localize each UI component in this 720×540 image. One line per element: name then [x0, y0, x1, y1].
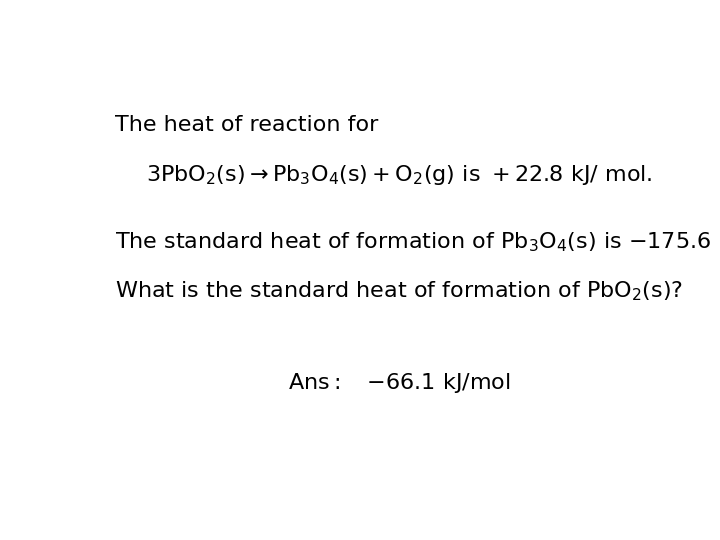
Text: $\mathsf{What\ is\ the\ standard\ heat\ of\ formation\ of\ PbO_2(s)?}$: $\mathsf{What\ is\ the\ standard\ heat\ … [114, 280, 683, 303]
Text: $\mathsf{3PbO_2(s) \rightarrow Pb_3O_4(s) + O_2(g)\ is\ +22.8\ kJ/\ mol.}$: $\mathsf{3PbO_2(s) \rightarrow Pb_3O_4(s… [145, 163, 652, 187]
Text: $\mathsf{Ans:\quad {-}66.1\ kJ/mol}$: $\mathsf{Ans:\quad {-}66.1\ kJ/mol}$ [288, 371, 510, 395]
Text: $\mathsf{The\ standard\ heat\ of\ formation\ of\ Pb_3O_4(s)\ is\ {-}175.6\ kJ/\ : $\mathsf{The\ standard\ heat\ of\ format… [114, 230, 720, 254]
Text: The heat of reaction for: The heat of reaction for [114, 116, 378, 136]
